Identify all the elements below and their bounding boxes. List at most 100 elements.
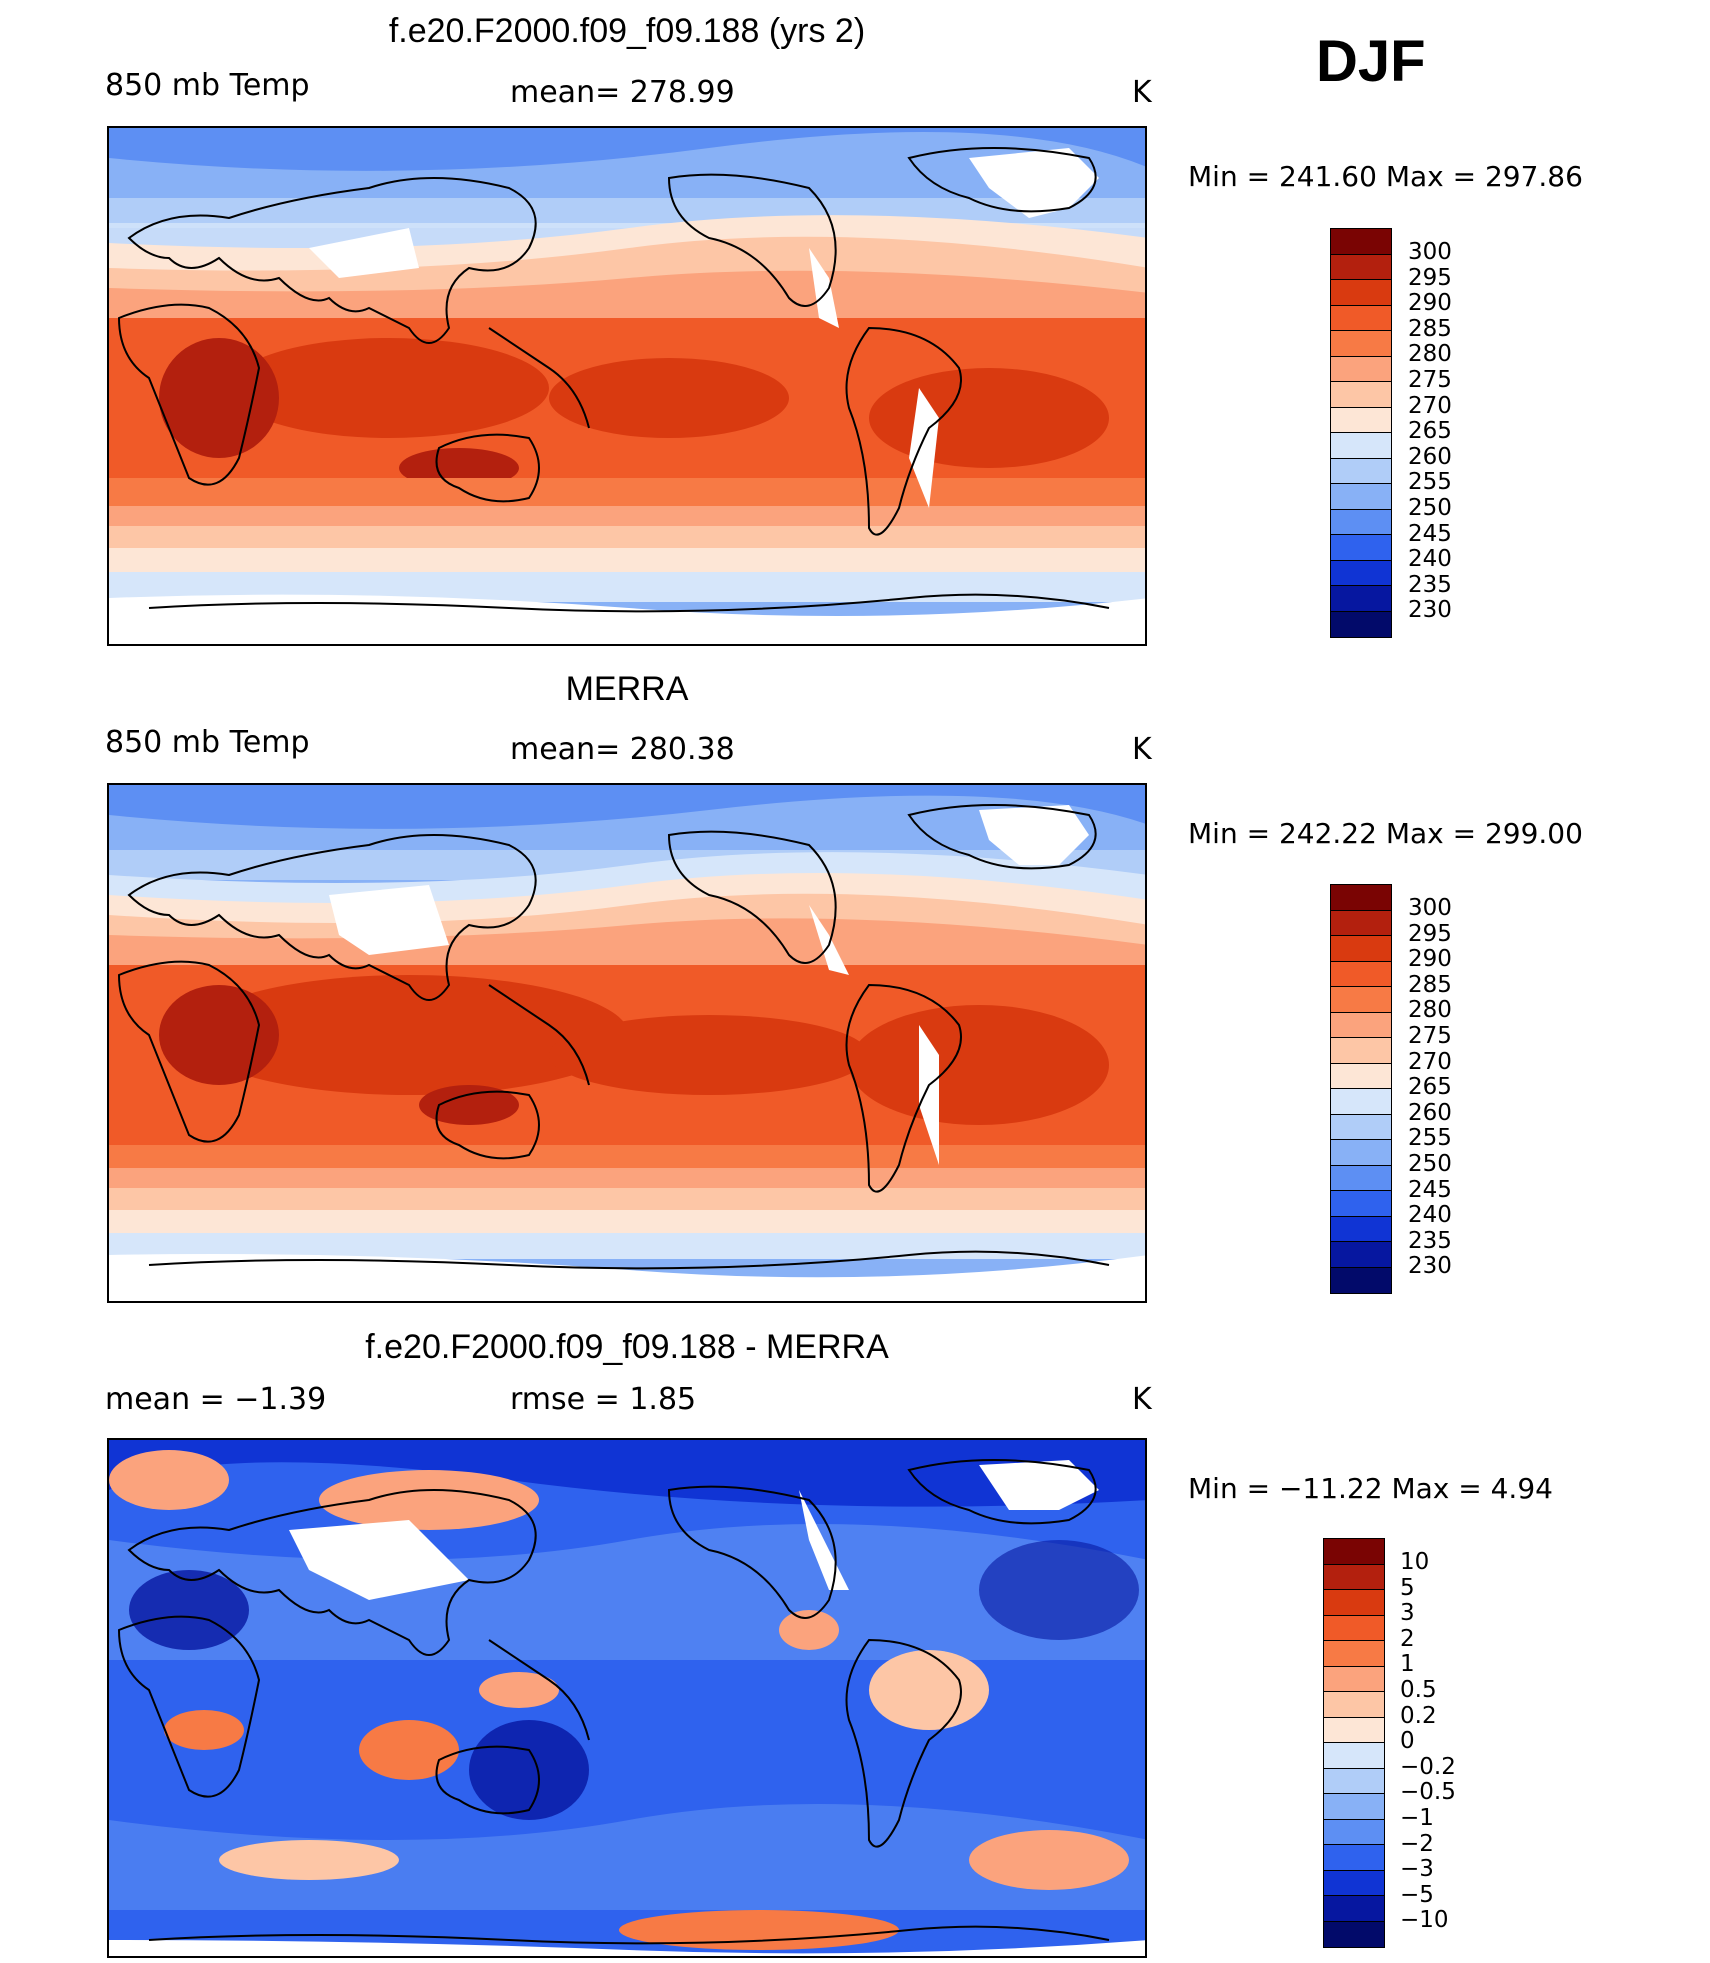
panel-1-colorbar-ticks: 300 295 290 285 280 275 270 265 260 255 … bbox=[1408, 239, 1452, 624]
colorbar-tick-label: 260 bbox=[1408, 1099, 1452, 1126]
panel-2-minmax: Min = 242.22 Max = 299.00 bbox=[1188, 817, 1583, 850]
colorbar-swatch bbox=[1331, 1191, 1391, 1217]
panel-3-units: K bbox=[1132, 1382, 1152, 1417]
panel-2-colorbar-ticks: 300 295 290 285 280 275 270 265 260 255 … bbox=[1408, 895, 1452, 1280]
colorbar-swatch bbox=[1331, 509, 1391, 535]
colorbar-tick-label: 240 bbox=[1408, 546, 1452, 573]
colorbar-tick-label: 280 bbox=[1408, 997, 1452, 1024]
colorbar-swatch bbox=[1331, 305, 1391, 331]
panel-1-colorbar bbox=[1330, 228, 1392, 638]
panel-2-map bbox=[107, 783, 1147, 1303]
colorbar-swatch bbox=[1324, 1896, 1384, 1922]
colorbar-tick-label: 255 bbox=[1408, 1125, 1452, 1152]
colorbar-tick-label: 245 bbox=[1408, 520, 1452, 547]
colorbar-swatch bbox=[1331, 254, 1391, 280]
colorbar-tick-label: −10 bbox=[1400, 1907, 1449, 1934]
colorbar-swatch bbox=[1324, 1768, 1384, 1794]
colorbar-swatch bbox=[1331, 229, 1391, 255]
colorbar-tick-label: 250 bbox=[1408, 494, 1452, 521]
colorbar-tick-label: 235 bbox=[1408, 1227, 1452, 1254]
colorbar-tick-label: 290 bbox=[1408, 946, 1452, 973]
colorbar-tick-label: 240 bbox=[1408, 1202, 1452, 1229]
colorbar-tick-label: 255 bbox=[1408, 469, 1452, 496]
colorbar-swatch bbox=[1331, 910, 1391, 936]
colorbar-swatch bbox=[1331, 356, 1391, 382]
colorbar-tick-label: 280 bbox=[1408, 341, 1452, 368]
colorbar-tick-label: 275 bbox=[1408, 1022, 1452, 1049]
panel-2-colorbar bbox=[1330, 884, 1392, 1294]
colorbar-swatch bbox=[1331, 936, 1391, 962]
colorbar-swatch bbox=[1331, 1242, 1391, 1268]
colorbar-swatch bbox=[1331, 560, 1391, 586]
panel-3-rmse-label: rmse = 1.85 bbox=[510, 1382, 697, 1417]
colorbar-swatch bbox=[1324, 1539, 1384, 1565]
panel-1-variable-label: 850 mb Temp bbox=[105, 68, 310, 103]
colorbar-tick-label: −5 bbox=[1400, 1881, 1434, 1908]
colorbar-tick-label: 300 bbox=[1408, 239, 1452, 265]
colorbar-swatch bbox=[1324, 1717, 1384, 1743]
colorbar-swatch bbox=[1331, 1012, 1391, 1038]
colorbar-swatch bbox=[1331, 331, 1391, 357]
panel-2-mean-label: mean= 280.38 bbox=[510, 732, 735, 767]
colorbar-tick-label: −0.5 bbox=[1400, 1779, 1456, 1806]
panel-1-minmax: Min = 241.60 Max = 297.86 bbox=[1188, 160, 1583, 193]
colorbar-tick-label: 2 bbox=[1400, 1625, 1415, 1652]
colorbar-tick-label: 245 bbox=[1408, 1176, 1452, 1203]
colorbar-tick-label: −0.2 bbox=[1400, 1753, 1456, 1780]
colorbar-tick-label: 230 bbox=[1408, 597, 1452, 624]
colorbar-tick-label: 1 bbox=[1400, 1651, 1415, 1678]
colorbar-swatch bbox=[1331, 382, 1391, 408]
colorbar-swatch bbox=[1324, 1819, 1384, 1845]
colorbar-swatch bbox=[1324, 1870, 1384, 1896]
colorbar-tick-label: 295 bbox=[1408, 264, 1452, 291]
colorbar-tick-label: 270 bbox=[1408, 1048, 1452, 1075]
colorbar-swatch bbox=[1331, 987, 1391, 1013]
colorbar-swatch bbox=[1331, 1140, 1391, 1166]
colorbar-tick-label: 235 bbox=[1408, 571, 1452, 598]
panel-1-units: K bbox=[1132, 75, 1152, 110]
colorbar-swatch bbox=[1331, 407, 1391, 433]
colorbar-tick-label: 10 bbox=[1400, 1549, 1430, 1575]
colorbar-tick-label: 285 bbox=[1408, 971, 1452, 998]
panel-2-variable-label: 850 mb Temp bbox=[105, 725, 310, 760]
colorbar-swatch bbox=[1331, 1114, 1391, 1140]
panel-3-colorbar bbox=[1323, 1538, 1385, 1948]
season-label: DJF bbox=[1316, 29, 1426, 94]
colorbar-swatch bbox=[1324, 1666, 1384, 1692]
colorbar-tick-label: 290 bbox=[1408, 290, 1452, 317]
colorbar-swatch bbox=[1324, 1921, 1384, 1947]
colorbar-swatch bbox=[1331, 885, 1391, 911]
panel-3-map-graphic bbox=[109, 1440, 1145, 1956]
panel-3-mean-label: mean = −1.39 bbox=[105, 1382, 327, 1417]
colorbar-tick-label: 275 bbox=[1408, 366, 1452, 393]
colorbar-tick-label: 265 bbox=[1408, 1074, 1452, 1101]
panel-1-map bbox=[107, 126, 1147, 646]
colorbar-tick-label: 260 bbox=[1408, 443, 1452, 470]
colorbar-tick-label: 230 bbox=[1408, 1253, 1452, 1280]
colorbar-swatch bbox=[1331, 1267, 1391, 1293]
panel-3-colorbar-ticks: 10 5 3 2 1 0.5 0.2 0 −0.2 −0.5 −1 −2 −3 … bbox=[1400, 1549, 1456, 1934]
panel-1-title: f.e20.F2000.f09_f09.188 (yrs 2) bbox=[388, 12, 866, 50]
colorbar-swatch bbox=[1331, 961, 1391, 987]
colorbar-swatch bbox=[1331, 433, 1391, 459]
colorbar-swatch bbox=[1324, 1692, 1384, 1718]
panel-2-units: K bbox=[1132, 732, 1152, 767]
colorbar-swatch bbox=[1331, 535, 1391, 561]
colorbar-swatch bbox=[1324, 1590, 1384, 1616]
colorbar-swatch bbox=[1331, 1089, 1391, 1115]
colorbar-swatch bbox=[1324, 1615, 1384, 1641]
colorbar-tick-label: −3 bbox=[1400, 1856, 1434, 1883]
colorbar-swatch bbox=[1331, 1165, 1391, 1191]
colorbar-tick-label: −2 bbox=[1400, 1830, 1434, 1857]
colorbar-swatch bbox=[1331, 484, 1391, 510]
colorbar-swatch bbox=[1331, 280, 1391, 306]
panel-3-minmax: Min = −11.22 Max = 4.94 bbox=[1188, 1472, 1553, 1505]
colorbar-tick-label: 285 bbox=[1408, 315, 1452, 342]
panel-2-map-graphic bbox=[109, 785, 1145, 1301]
panel-1-map-graphic bbox=[109, 128, 1145, 644]
colorbar-tick-label: 3 bbox=[1400, 1600, 1415, 1627]
colorbar-swatch bbox=[1324, 1564, 1384, 1590]
colorbar-swatch bbox=[1331, 1038, 1391, 1064]
colorbar-swatch bbox=[1324, 1641, 1384, 1667]
colorbar-swatch bbox=[1331, 586, 1391, 612]
